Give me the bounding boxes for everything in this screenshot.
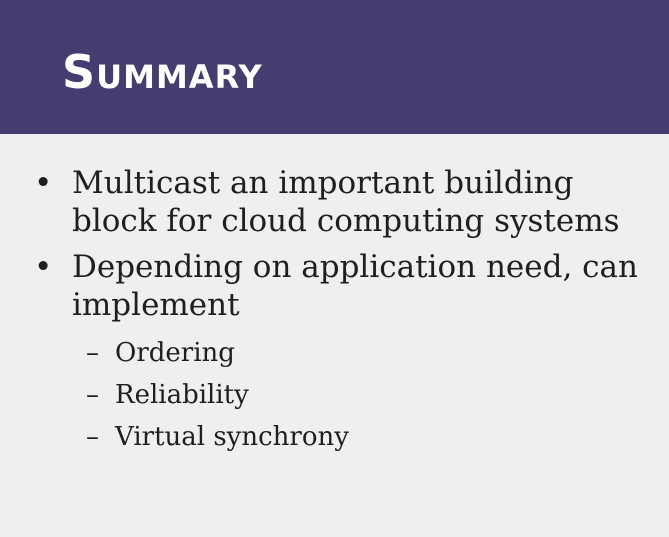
sub-bullet-text: Ordering — [115, 338, 235, 368]
sub-bullet-marker: – — [86, 380, 99, 410]
sub-bullet-item: – Ordering — [0, 332, 669, 374]
sub-bullet-item: – Virtual synchrony — [0, 416, 669, 458]
sub-bullet-marker: – — [86, 422, 99, 452]
sub-bullet-text: Reliability — [115, 380, 249, 410]
sub-bullet-item: – Reliability — [0, 374, 669, 416]
bullet-item: • Depending on application need, can imp… — [0, 248, 669, 324]
bullet-text: Multicast an important building block fo… — [72, 165, 620, 239]
bullet-marker: • — [34, 249, 53, 285]
sub-bullet-text: Virtual synchrony — [115, 422, 349, 452]
bullet-item: • Multicast an important building block … — [0, 164, 669, 240]
bullet-text: Depending on application need, can imple… — [72, 249, 638, 323]
slide-header: Summary — [0, 0, 669, 134]
sub-bullet-marker: – — [86, 338, 99, 368]
slide-content: • Multicast an important building block … — [0, 164, 669, 458]
slide-title: Summary — [62, 45, 263, 99]
bullet-marker: • — [34, 165, 53, 201]
